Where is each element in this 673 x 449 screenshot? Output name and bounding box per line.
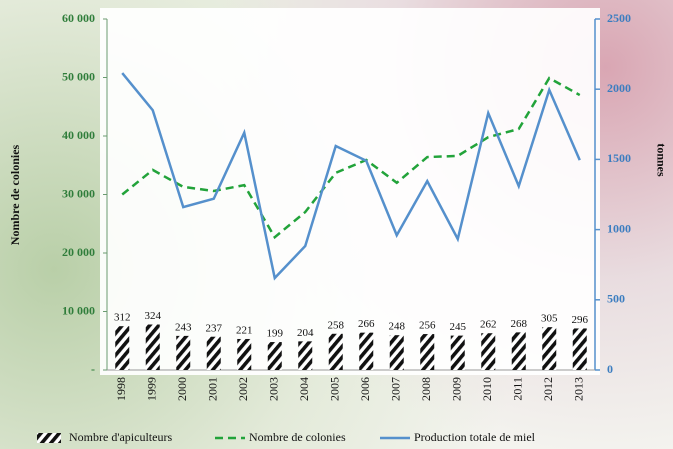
y2-tick-label: 2000 — [607, 81, 631, 95]
bar-label: 258 — [328, 319, 345, 331]
legend: Nombre d'apiculteurs Nombre de colonies Pr… — [37, 430, 536, 444]
bar-label: 256 — [419, 320, 436, 332]
y2-axis-label: tonnes — [654, 143, 668, 177]
y2-tick-label: 2500 — [607, 11, 631, 25]
bar — [481, 333, 496, 370]
bar-label: 324 — [145, 310, 162, 322]
y-axis-label: Nombre de colonies — [8, 144, 22, 245]
bar-label: 199 — [267, 328, 284, 340]
x-tick-label: 2000 — [175, 377, 189, 401]
bar-label: 248 — [389, 321, 406, 333]
y2-tick-label: 0 — [607, 362, 613, 376]
legend-label: Nombre de colonies — [249, 430, 346, 444]
x-tick-label: 2007 — [389, 377, 403, 401]
x-tick-label: 2006 — [358, 377, 372, 401]
x-tick-label: 2012 — [541, 377, 555, 401]
bar-label: 305 — [541, 313, 558, 325]
x-tick-label: 2010 — [480, 377, 494, 401]
y2-tick-label: 1000 — [607, 221, 631, 235]
x-tick-label: 2004 — [297, 377, 311, 401]
bar — [572, 328, 587, 370]
bar-label: 296 — [572, 314, 589, 326]
bar — [542, 327, 557, 370]
x-tick-label: 2011 — [511, 377, 525, 401]
line — [121, 76, 581, 240]
bar — [511, 332, 526, 370]
x-tick-label: 2003 — [267, 377, 281, 401]
bar — [328, 333, 343, 370]
bar — [237, 338, 252, 370]
bar — [389, 335, 404, 370]
y-tick-label: - — [91, 362, 95, 376]
bar — [176, 335, 191, 370]
bar-label: 266 — [358, 318, 375, 330]
bar-label: 221 — [236, 325, 253, 337]
legend-label: Nombre d'apiculteurs — [69, 430, 172, 444]
x-tick-label: 2008 — [419, 377, 433, 401]
x-tick-label: 1998 — [114, 377, 128, 401]
bar — [267, 342, 282, 370]
bar-label: 243 — [175, 321, 192, 333]
bar-label: 268 — [511, 318, 528, 330]
y-tick-label: 50 000 — [62, 69, 95, 83]
bar-label: 312 — [114, 312, 131, 324]
plot-area — [100, 8, 600, 375]
y2-tick-label: 1500 — [607, 151, 631, 165]
y-tick-label: 30 000 — [62, 186, 95, 200]
bar-label: 237 — [206, 322, 223, 334]
bar-label: 245 — [450, 321, 467, 333]
legend-swatch — [37, 433, 61, 443]
bar-label: 262 — [480, 319, 497, 331]
y-tick-label: 60 000 — [62, 11, 95, 25]
bar — [145, 324, 160, 370]
x-tick-label: 2005 — [328, 377, 342, 401]
legend-label: Production totale de miel — [414, 430, 536, 444]
bar — [450, 335, 465, 370]
line — [121, 72, 581, 281]
bar — [115, 326, 130, 370]
bar — [359, 332, 374, 370]
x-tick-label: 2013 — [572, 377, 586, 401]
x-tick-label: 1999 — [145, 377, 159, 401]
x-tick-label: 2001 — [206, 377, 220, 401]
y-tick-label: 40 000 — [62, 128, 95, 142]
y-tick-label: 10 000 — [62, 303, 95, 317]
x-tick-label: 2009 — [450, 377, 464, 401]
y-tick-label: 20 000 — [62, 245, 95, 259]
bar — [206, 336, 221, 370]
bar-label: 204 — [297, 327, 314, 339]
bar — [298, 341, 313, 370]
bar — [420, 334, 435, 370]
y2-tick-label: 500 — [607, 292, 625, 306]
x-tick-label: 2002 — [236, 377, 250, 401]
